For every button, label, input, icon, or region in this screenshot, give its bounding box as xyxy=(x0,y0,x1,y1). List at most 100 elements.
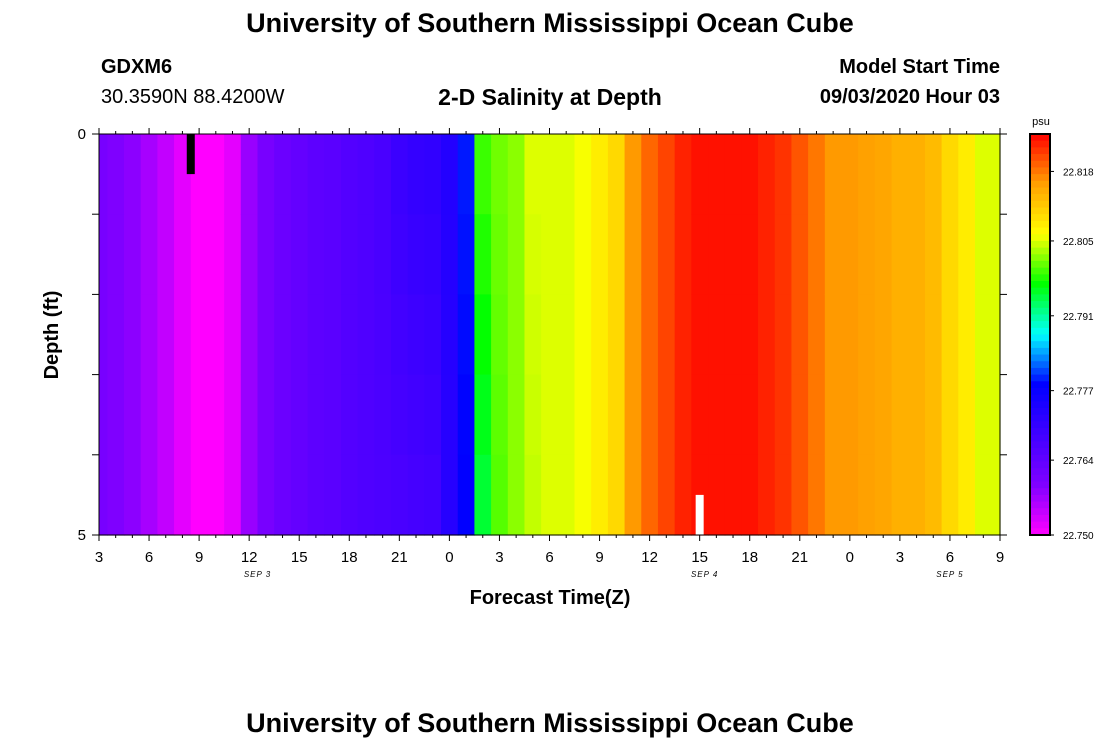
heatmap-cell xyxy=(99,214,108,295)
heatmap-cell xyxy=(741,214,759,295)
heatmap-cell xyxy=(491,374,509,456)
colorbar-segment xyxy=(1030,227,1050,235)
heatmap-cell xyxy=(407,134,425,215)
colorbar-segment xyxy=(1030,240,1050,249)
heatmap-cell xyxy=(991,294,1001,376)
heatmap-cell xyxy=(691,294,709,376)
heatmap-cell xyxy=(140,134,158,215)
colorbar-tick-label: 22.764 xyxy=(1063,456,1094,467)
heatmap-cell xyxy=(557,454,576,536)
colorbar-segment xyxy=(1030,174,1050,182)
heatmap-cell xyxy=(190,454,209,536)
heatmap-cell xyxy=(574,134,592,215)
heatmap-cell xyxy=(691,214,709,295)
heatmap-cell xyxy=(891,134,909,215)
heatmap-cell xyxy=(340,294,359,376)
heatmap-cell xyxy=(774,374,793,456)
colorbar-tick-label: 22.818 xyxy=(1063,167,1094,178)
heatmap-cell xyxy=(941,454,959,536)
heatmap-cell xyxy=(240,294,259,376)
heatmap-cell xyxy=(874,294,893,376)
heatmap-cell xyxy=(524,454,542,536)
heatmap-cell xyxy=(591,134,609,215)
heatmap-cell xyxy=(974,214,993,295)
y-tick-label: 0 xyxy=(78,126,86,143)
heatmap-cell xyxy=(541,294,559,376)
heatmap-cell xyxy=(691,134,709,215)
heatmap-cell xyxy=(991,374,1001,456)
heatmap-cell xyxy=(424,294,442,376)
heatmap-cell xyxy=(474,214,492,295)
colorbar-segment xyxy=(1030,488,1050,496)
colorbar-segment xyxy=(1030,421,1050,429)
heatmap-cell xyxy=(340,454,359,536)
heatmap-cell xyxy=(257,134,275,215)
colorbar-segment xyxy=(1030,154,1050,162)
heatmap-cell xyxy=(357,454,375,536)
heatmap-cell xyxy=(190,214,209,295)
heatmap-cell xyxy=(240,134,259,215)
heatmap-cell xyxy=(708,374,726,456)
heatmap-cell xyxy=(941,134,959,215)
heatmap-cell xyxy=(124,294,142,376)
x-tick-label: 0 xyxy=(846,549,854,566)
heatmap-cell xyxy=(390,294,409,376)
heatmap-cell xyxy=(424,214,442,295)
heatmap-cell xyxy=(340,214,359,295)
heatmap-cell xyxy=(224,134,242,215)
heatmap-cell xyxy=(441,454,459,536)
heatmap-cell xyxy=(257,454,275,536)
heatmap-cell xyxy=(591,454,609,536)
heatmap-cell xyxy=(607,294,626,376)
heatmap-cell xyxy=(657,454,676,536)
x-tick-label: 0 xyxy=(445,549,453,566)
heatmap-cell xyxy=(324,374,342,456)
heatmap-cell xyxy=(424,374,442,456)
heatmap-cell xyxy=(674,374,692,456)
heatmap-cell xyxy=(708,294,726,376)
heatmap-cell xyxy=(908,294,926,376)
heatmap-cell xyxy=(274,214,292,295)
heatmap-cell xyxy=(441,134,459,215)
heatmap-cell xyxy=(457,454,476,536)
x-axis-label: Forecast Time(Z) xyxy=(470,587,631,609)
heatmap-cell xyxy=(958,294,976,376)
heatmap-cell xyxy=(174,214,192,295)
heatmap-cell xyxy=(390,454,409,536)
heatmap-cell xyxy=(407,214,425,295)
heatmap-cell xyxy=(340,134,359,215)
heatmap-cell xyxy=(741,454,759,536)
heatmap-cell xyxy=(741,374,759,456)
heatmap-cell xyxy=(224,294,242,376)
heatmap-cell xyxy=(124,214,142,295)
heatmap-cell xyxy=(674,294,692,376)
colorbar-tick-label: 22.791 xyxy=(1063,312,1094,323)
heatmap-cell xyxy=(390,214,409,295)
colorbar-segment xyxy=(1030,448,1050,456)
plot-title: 2-D Salinity at Depth xyxy=(438,84,662,110)
x-tick-label: 18 xyxy=(741,549,758,566)
colorbar-segment xyxy=(1030,334,1050,342)
heatmap-cell xyxy=(974,454,993,536)
heatmap-cell xyxy=(99,374,108,456)
colorbar-segment xyxy=(1030,200,1050,209)
heatmap-cell xyxy=(99,134,108,215)
heatmap-cell xyxy=(724,374,742,456)
heatmap-cell xyxy=(224,374,242,456)
heatmap-cell xyxy=(758,134,776,215)
footer-title: University of Southern Mississippi Ocean… xyxy=(246,708,854,738)
colorbar-segment xyxy=(1030,301,1050,309)
colorbar-segment xyxy=(1030,374,1050,382)
heatmap-cell xyxy=(99,294,108,376)
heatmap-cell xyxy=(874,134,893,215)
heatmap-cell xyxy=(708,454,726,536)
colorbar-segment xyxy=(1030,481,1050,489)
heatmap-cell xyxy=(974,374,993,456)
colorbar-segment xyxy=(1030,401,1050,409)
colorbar-segment xyxy=(1030,194,1050,202)
heatmap-cell xyxy=(808,134,826,215)
heatmap-cell xyxy=(641,374,659,456)
heatmap-cell xyxy=(140,294,158,376)
heatmap-cell xyxy=(257,374,275,456)
